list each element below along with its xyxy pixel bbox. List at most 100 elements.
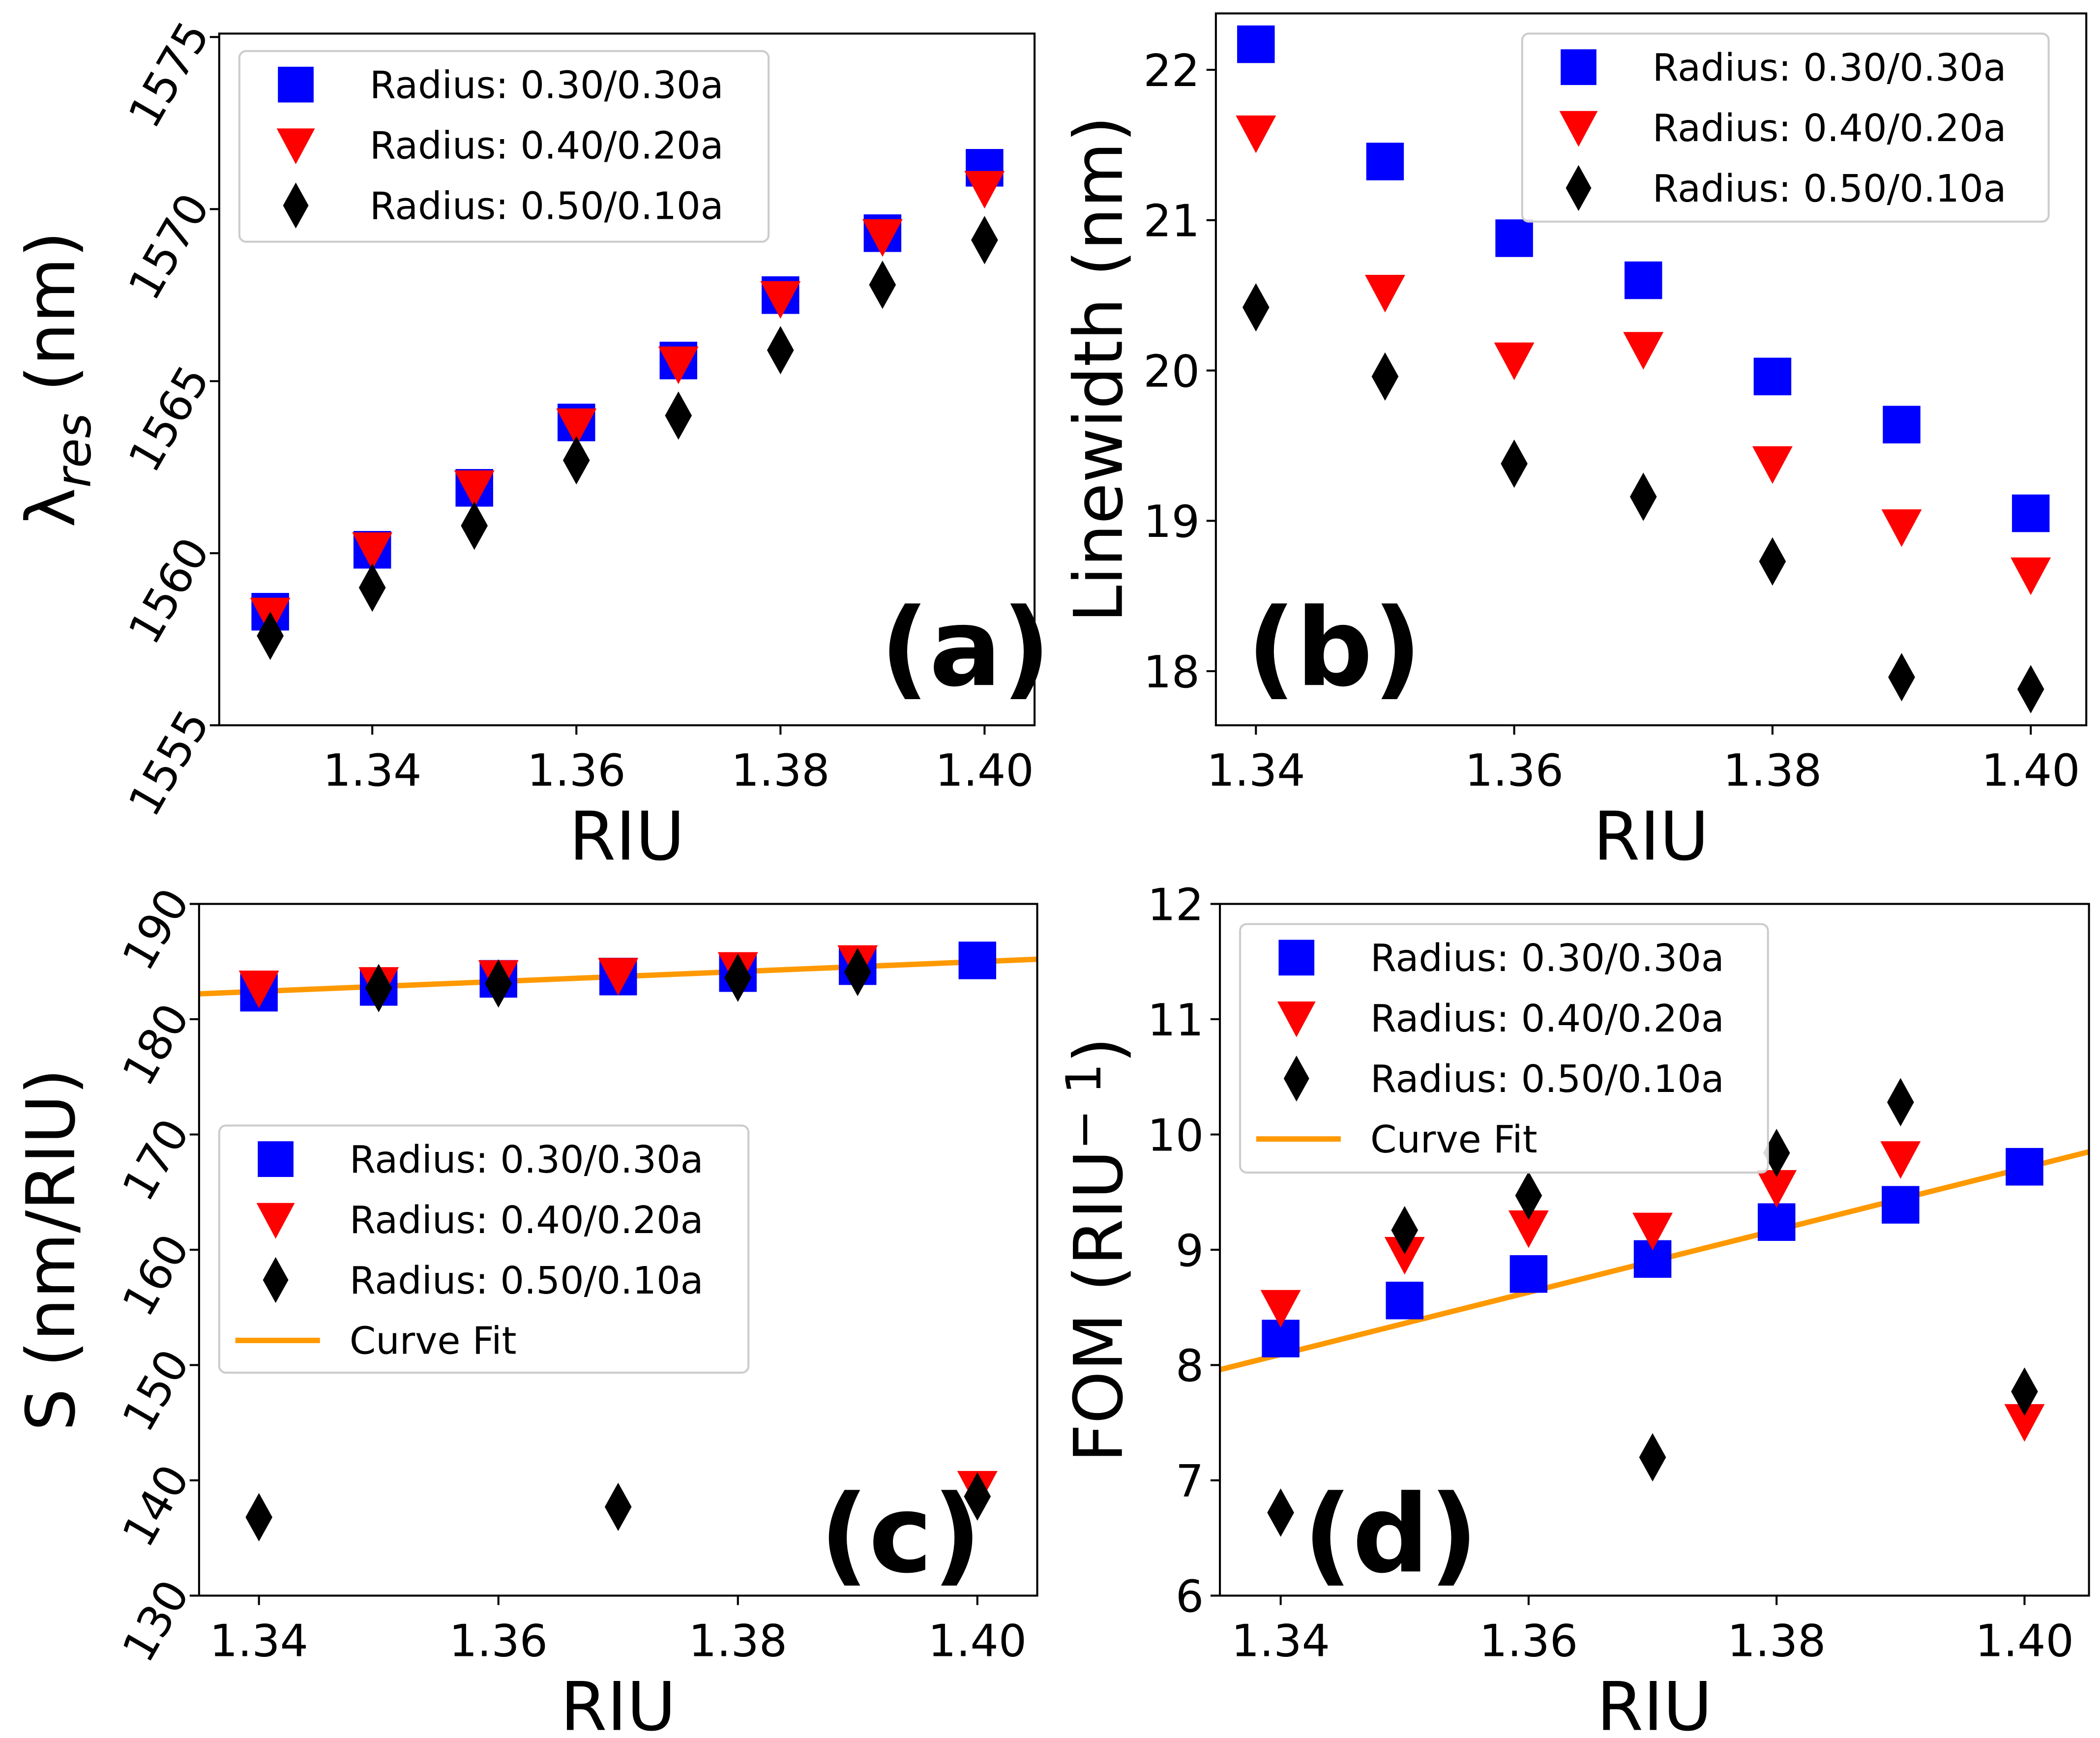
y-axis-label-tail: (nm)	[12, 231, 90, 413]
data-point-red	[1236, 115, 1276, 153]
x-tick-label: 1.38	[1723, 745, 1822, 796]
data-point-black	[767, 326, 794, 375]
data-point-black	[1267, 1488, 1294, 1537]
data-point-red	[1364, 275, 1405, 313]
x-tick-label: 1.36	[1479, 1615, 1578, 1667]
data-point-blue	[1624, 261, 1662, 299]
y-tick-label: 22	[1143, 45, 1200, 97]
data-point-red	[658, 346, 699, 384]
y-tick-label: 10	[1148, 1110, 1204, 1161]
legend-box	[1521, 32, 2050, 223]
legend-marker-blue	[1561, 49, 1597, 85]
y-tick-label: 180	[113, 995, 200, 1094]
panel-label: (a)	[880, 585, 1051, 710]
y-tick-label: 1565	[118, 357, 220, 480]
data-point-red	[862, 219, 903, 257]
legend-marker-red	[1559, 111, 1598, 147]
panel-label: (c)	[820, 1472, 981, 1597]
y-tick-label: 7	[1176, 1456, 1204, 1507]
data-point-black	[964, 1472, 991, 1521]
x-tick-label: 1.40	[935, 745, 1034, 796]
chart-panel-c: 1.34 1.36 1.38 1.40 130 140 150 160 170 180 190 RIU…	[12, 880, 1038, 1738]
data-point-red	[1881, 509, 1922, 547]
legend-marker-blue	[1278, 940, 1315, 976]
data-point-red	[1623, 332, 1664, 370]
y-axis-label: FOM (RIU− 1)	[1056, 1037, 1138, 1462]
chart-panel-a: 1.34 1.36 1.38 1.40 1555 1560 1565 1570 1575 RIU λ…	[12, 13, 1051, 876]
data-point-black	[562, 436, 590, 485]
data-point-red	[964, 171, 1005, 209]
data-point-blue	[2011, 494, 2050, 532]
y-tick-label: 18	[1143, 647, 1200, 698]
data-point-black	[2017, 665, 2044, 713]
x-tick-label: 1.34	[1231, 1615, 1330, 1667]
data-point-black	[1629, 472, 1657, 521]
data-point-red	[556, 408, 597, 446]
legend-marker-red	[1277, 1001, 1316, 1037]
x-tick-label: 1.34	[1207, 745, 1305, 796]
chart-panel-b: 1.34 1.36 1.38 1.40 18 19 20 21 22 RIU Linewidth (…	[1060, 12, 2088, 876]
data-point-blue	[1757, 1203, 1796, 1241]
data-point-red	[454, 470, 495, 508]
legend-marker-black	[283, 182, 309, 229]
data-point-black	[461, 501, 488, 550]
data-point-blue	[1509, 1255, 1548, 1293]
x-tick-label: 1.40	[1975, 1615, 2074, 1667]
data-point-black	[358, 563, 386, 612]
legend-label-black: Radius: 0.50/0.10a	[350, 1259, 704, 1303]
legend-label-blue: Radius: 0.30/0.30a	[370, 63, 724, 107]
legend-marker-black	[1566, 165, 1592, 211]
y-axis-label-subscript: res	[46, 413, 102, 488]
legend-marker-blue	[278, 66, 314, 103]
data-point-black	[1242, 283, 1270, 332]
x-tick-label: 1.38	[731, 745, 830, 796]
y-tick-label: 1575	[118, 13, 220, 137]
y-axis-label-tail: )	[1060, 1037, 1138, 1063]
legend-box	[1239, 923, 1769, 1174]
data-point-black	[1515, 1171, 1542, 1220]
data-point-black	[245, 1493, 272, 1542]
legend-box	[218, 1124, 750, 1374]
data-point-red	[1508, 1210, 1549, 1248]
y-tick-label: 8	[1176, 1340, 1204, 1392]
y-tick-label: 21	[1143, 196, 1200, 247]
x-tick-label: 1.38	[688, 1615, 787, 1667]
data-point-black	[869, 261, 896, 309]
y-tick-label: 190	[113, 880, 200, 979]
legend-label-red: Radius: 0.40/0.20a	[1370, 997, 1724, 1041]
legend-label-red: Radius: 0.40/0.20a	[1653, 107, 2007, 150]
data-point-red	[352, 532, 393, 570]
x-tick-label: 1.34	[323, 745, 422, 796]
y-tick-label: 1555	[118, 701, 220, 825]
legend: Radius: 0.30/0.30a Radius: 0.40/0.20a Radi…	[1239, 923, 1769, 1174]
data-point-red	[1632, 1212, 1673, 1251]
data-point-blue	[1386, 1281, 1424, 1320]
legend-marker-red	[256, 1203, 295, 1239]
y-tick-label: 150	[113, 1341, 200, 1441]
y-tick-label: 130	[113, 1572, 200, 1671]
legend-label-blue: Radius: 0.30/0.30a	[350, 1138, 704, 1182]
x-tick-label: 1.38	[1727, 1615, 1826, 1667]
legend: Radius: 0.30/0.30a Radius: 0.40/0.20a Radi…	[218, 1124, 750, 1374]
data-point-black	[844, 947, 871, 997]
data-point-red	[1880, 1141, 1921, 1179]
data-point-red	[1260, 1290, 1301, 1328]
y-tick-label: 160	[113, 1226, 200, 1325]
data-point-red	[1494, 342, 1535, 381]
data-point-black	[1888, 653, 1915, 702]
axes-frame	[198, 903, 1038, 1597]
y-tick-label: 140	[113, 1456, 200, 1556]
data-point-black	[2011, 1367, 2038, 1416]
data-point-black	[665, 391, 692, 440]
legend-marker-black	[1283, 1055, 1309, 1102]
data-point-blue	[1366, 143, 1404, 180]
data-point-black	[365, 964, 392, 1012]
legend: Radius: 0.30/0.30a Radius: 0.40/0.20a Radi…	[238, 50, 770, 243]
data-point-red	[1752, 446, 1793, 484]
data-point-red	[598, 958, 639, 996]
y-axis-label: λres (nm)	[12, 231, 102, 528]
data-point-black	[1763, 1128, 1790, 1178]
panel-label: (d)	[1303, 1472, 1478, 1597]
data-point-blue	[1237, 25, 1275, 63]
data-point-black	[1887, 1078, 1914, 1127]
